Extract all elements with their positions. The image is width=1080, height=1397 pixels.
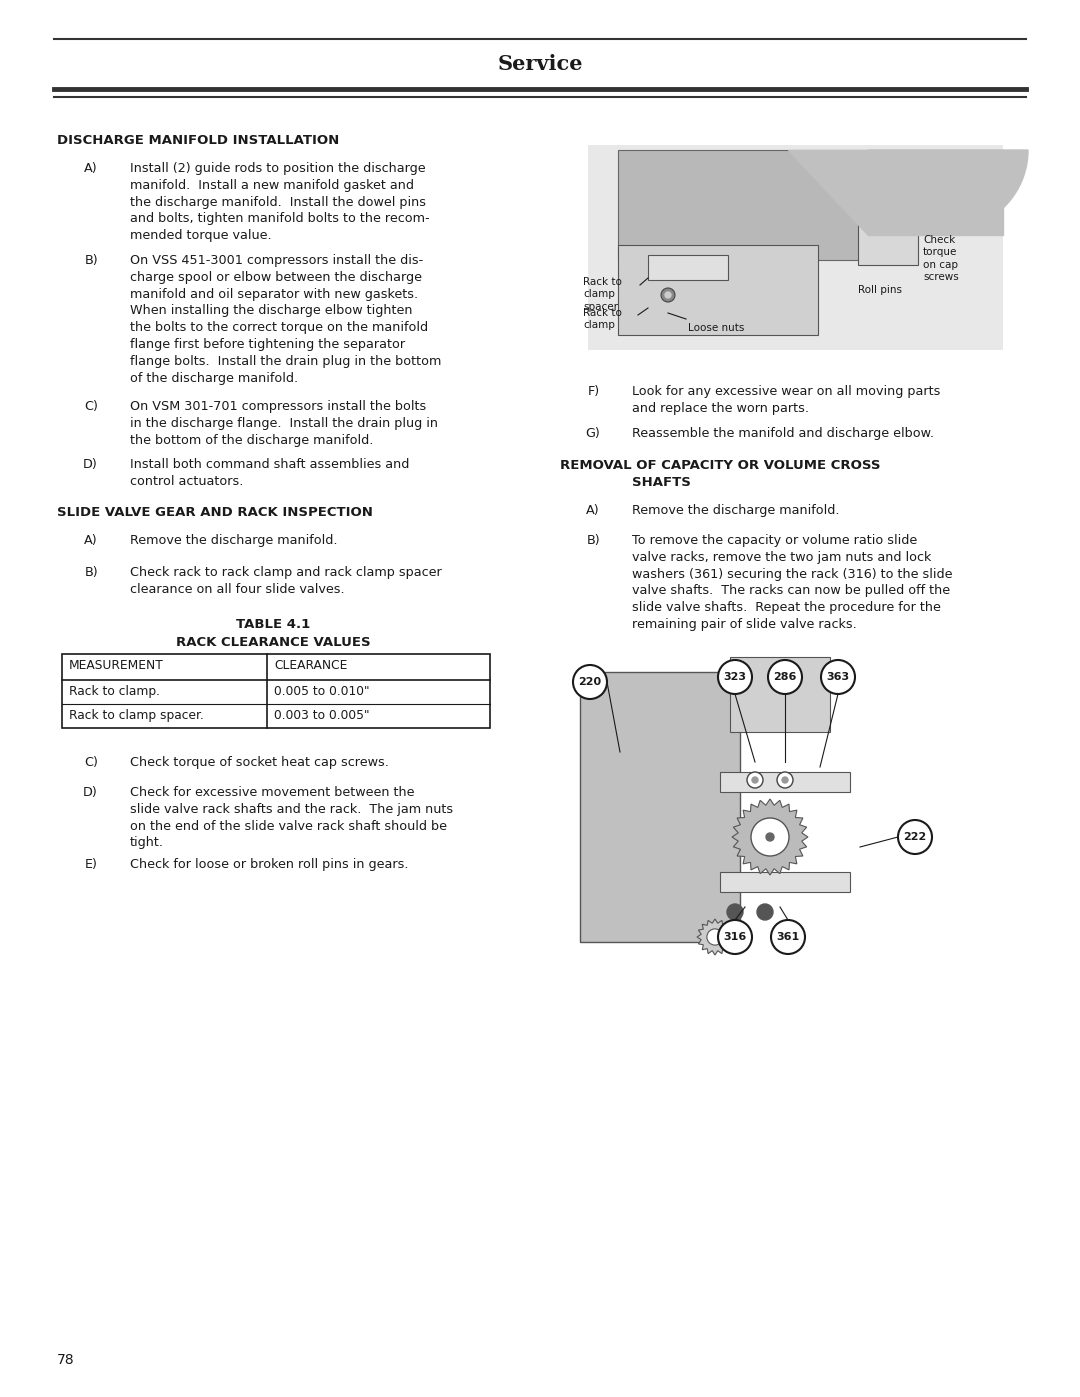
Circle shape — [747, 773, 762, 788]
Circle shape — [757, 904, 773, 921]
Text: Remove the discharge manifold.: Remove the discharge manifold. — [130, 534, 337, 548]
Text: SHAFTS: SHAFTS — [632, 476, 691, 489]
Text: 222: 222 — [903, 833, 927, 842]
Polygon shape — [788, 149, 1003, 235]
Text: A): A) — [586, 504, 600, 517]
Text: RACK CLEARANCE VALUES: RACK CLEARANCE VALUES — [176, 636, 370, 650]
Text: B): B) — [586, 534, 600, 548]
Text: B): B) — [84, 254, 98, 267]
Circle shape — [821, 659, 855, 694]
Text: E): E) — [85, 858, 98, 870]
Text: 316: 316 — [724, 932, 746, 942]
Text: Look for any excessive wear on all moving parts
and replace the worn parts.: Look for any excessive wear on all movin… — [632, 386, 941, 415]
Text: 0.003 to 0.005": 0.003 to 0.005" — [274, 710, 370, 722]
Bar — [62, 654, 490, 728]
Text: 363: 363 — [826, 672, 850, 682]
Text: Check
torque
on cap
screws: Check torque on cap screws — [923, 235, 959, 282]
Circle shape — [665, 292, 671, 298]
Text: MEASUREMENT: MEASUREMENT — [69, 659, 164, 672]
Text: Rack to clamp spacer.: Rack to clamp spacer. — [69, 710, 204, 722]
Text: REMOVAL OF CAPACITY OR VOLUME CROSS: REMOVAL OF CAPACITY OR VOLUME CROSS — [561, 460, 880, 472]
Text: Rack to
clamp: Rack to clamp — [583, 307, 622, 331]
Text: C): C) — [84, 756, 98, 768]
Text: On VSS 451-3001 compressors install the dis-
charge spool or elbow between the d: On VSS 451-3001 compressors install the … — [130, 254, 442, 384]
Text: To remove the capacity or volume ratio slide
valve racks, remove the two jam nut: To remove the capacity or volume ratio s… — [632, 534, 953, 631]
Text: 78: 78 — [57, 1354, 75, 1368]
Circle shape — [727, 904, 743, 921]
Circle shape — [751, 819, 789, 856]
Polygon shape — [732, 799, 808, 875]
Bar — [618, 244, 818, 335]
Text: Reassemble the manifold and discharge elbow.: Reassemble the manifold and discharge el… — [632, 427, 934, 440]
Bar — [618, 149, 868, 260]
Circle shape — [573, 665, 607, 698]
Text: Remove the discharge manifold.: Remove the discharge manifold. — [632, 504, 839, 517]
Text: Check torque of socket heat cap screws.: Check torque of socket heat cap screws. — [130, 756, 389, 768]
Circle shape — [718, 921, 752, 954]
Text: Service: Service — [497, 54, 583, 74]
Polygon shape — [868, 149, 1028, 231]
Circle shape — [707, 929, 724, 946]
Text: Check for loose or broken roll pins in gears.: Check for loose or broken roll pins in g… — [130, 858, 408, 870]
Text: Rack to clamp.: Rack to clamp. — [69, 685, 160, 698]
Circle shape — [782, 777, 788, 782]
Text: Rack to
clamp
spacer: Rack to clamp spacer — [583, 277, 622, 312]
Text: A): A) — [84, 534, 98, 548]
Circle shape — [777, 773, 793, 788]
Bar — [580, 672, 740, 942]
Bar — [730, 657, 831, 732]
Text: C): C) — [84, 400, 98, 414]
Text: TABLE 4.1: TABLE 4.1 — [237, 617, 311, 631]
Text: Install both command shaft assemblies and
control actuators.: Install both command shaft assemblies an… — [130, 458, 409, 488]
Text: F): F) — [588, 386, 600, 398]
Bar — [648, 256, 728, 279]
Circle shape — [661, 288, 675, 302]
Text: D): D) — [83, 458, 98, 471]
Text: SLIDE VALVE GEAR AND RACK INSPECTION: SLIDE VALVE GEAR AND RACK INSPECTION — [57, 506, 373, 520]
Bar — [720, 773, 850, 792]
Text: B): B) — [84, 566, 98, 578]
Text: A): A) — [84, 162, 98, 175]
Bar — [858, 215, 918, 265]
Text: On VSM 301-701 compressors install the bolts
in the discharge flange.  Install t: On VSM 301-701 compressors install the b… — [130, 400, 438, 447]
Text: DISCHARGE MANIFOLD INSTALLATION: DISCHARGE MANIFOLD INSTALLATION — [57, 134, 339, 147]
Text: D): D) — [83, 787, 98, 799]
Text: Check for excessive movement between the
slide valve rack shafts and the rack.  : Check for excessive movement between the… — [130, 787, 454, 849]
Text: 361: 361 — [777, 932, 799, 942]
Text: 0.005 to 0.010": 0.005 to 0.010" — [274, 685, 370, 698]
Text: G): G) — [585, 427, 600, 440]
Circle shape — [752, 777, 758, 782]
Text: 220: 220 — [579, 678, 602, 687]
Text: 323: 323 — [724, 672, 746, 682]
Text: Check rack to rack clamp and rack clamp spacer
clearance on all four slide valve: Check rack to rack clamp and rack clamp … — [130, 566, 442, 595]
Circle shape — [766, 833, 774, 841]
Circle shape — [718, 659, 752, 694]
Text: 286: 286 — [773, 672, 797, 682]
Text: Loose nuts: Loose nuts — [688, 323, 744, 332]
Bar — [588, 145, 1003, 351]
Bar — [720, 872, 850, 893]
Text: CLEARANCE: CLEARANCE — [274, 659, 348, 672]
Circle shape — [771, 921, 805, 954]
Text: Install (2) guide rods to position the discharge
manifold.  Install a new manifo: Install (2) guide rods to position the d… — [130, 162, 430, 242]
Circle shape — [897, 820, 932, 854]
Polygon shape — [697, 919, 733, 956]
Text: Roll pins: Roll pins — [858, 285, 902, 295]
Circle shape — [768, 659, 802, 694]
